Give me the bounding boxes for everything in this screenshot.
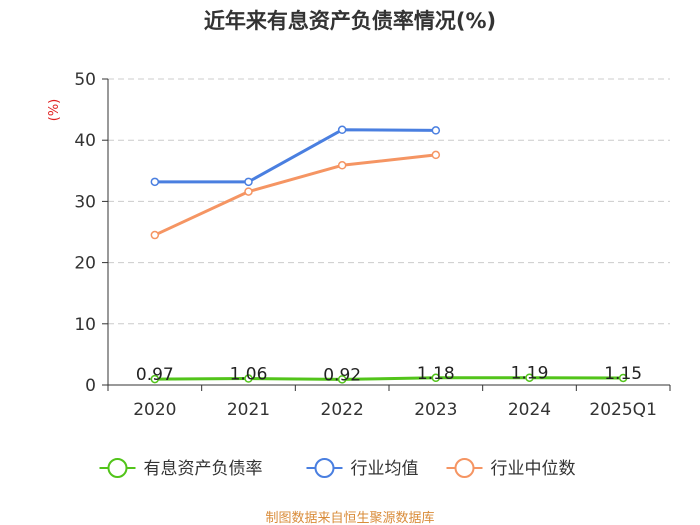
data-label: 1.19 [511,364,549,384]
series-line-2 [154,153,436,237]
y-tick-label: 20 [74,254,96,274]
y-tick-label: 10 [74,315,96,335]
x-tick-label: 2021 [227,400,270,420]
data-point [150,177,160,187]
legend-swatch-marker [314,458,335,478]
series-line-1 [154,128,436,184]
series-lines [150,125,628,384]
legend-swatch-marker [107,458,128,478]
data-point [525,373,534,382]
data-label: 0.97 [136,365,174,385]
data-point [150,230,160,240]
data-point [431,150,441,160]
legend-label: 行业中位数 [491,459,576,479]
x-tick-label: 2020 [133,400,176,420]
legend-label: 行业均值 [351,459,419,479]
data-labels: 0.97 1.06 0.92 1.18 1.19 1.15 [136,364,642,386]
chart-title: 近年来有息资产负债率情况(%) [204,9,496,33]
x-tick-label: 2025Q1 [589,400,656,420]
y-tick-label: 50 [74,70,96,90]
data-point [337,161,347,170]
data-point [244,187,253,196]
data-label: 0.92 [323,365,361,385]
data-point [244,374,253,383]
y-tick-label: 30 [74,192,96,212]
data-label: 1.15 [604,364,642,384]
data-point [618,373,628,383]
data-point [150,374,160,384]
data-label: 1.18 [417,364,455,384]
x-tick-label: 2022 [321,400,364,420]
legend-label: 有息资产负债率 [144,459,263,479]
legend: 有息资产负债率 行业均值 行业中位数 [99,458,576,479]
x-tick-label: 2023 [414,400,457,420]
y-tick-label: 0 [85,376,96,396]
x-tick-label: 2024 [508,400,551,420]
source-note: 制图数据来自恒生聚源数据库 [265,510,434,525]
data-point [337,125,347,135]
data-point [431,126,441,135]
y-tick-label: 40 [74,131,96,151]
data-point [431,373,441,383]
axes: 0 10 20 30 40 50 2020 2021 2022 2023 2024 2025Q1 [74,70,671,420]
data-label: 1.06 [230,365,268,385]
y-axis-unit: (%) [47,99,62,122]
legend-swatch-marker [454,458,475,478]
series-line-0 [154,376,624,381]
data-point [337,375,347,384]
data-point [244,177,253,187]
grid-lines [108,78,670,325]
